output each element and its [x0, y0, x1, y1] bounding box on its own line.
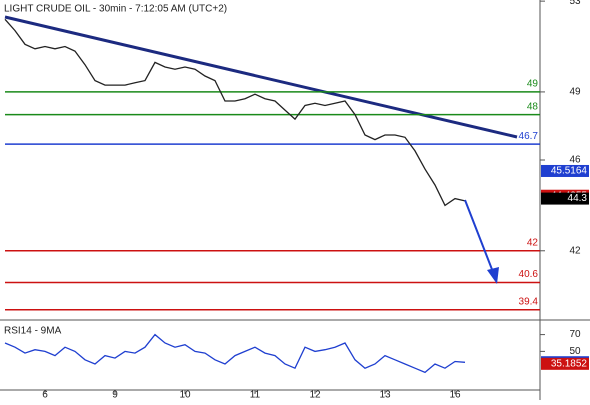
arrow-head [487, 267, 499, 284]
y-tick-label: 50 [569, 346, 581, 357]
y-tick-label: 53 [569, 0, 581, 7]
marks: 53494642494846.74240.639.445.516444.4255… [4, 0, 589, 401]
x-tick-label: 13 [379, 390, 391, 400]
forecast-arrow [464, 199, 494, 273]
level-label: 49 [527, 79, 539, 90]
x-tick-label: 16 [449, 390, 461, 400]
x-tick-label: 12 [309, 390, 321, 400]
level-label: 39.4 [519, 296, 539, 307]
level-label: 40.6 [519, 269, 539, 280]
price-box-label: 44.3 [568, 193, 588, 204]
y-tick-label: 49 [569, 87, 581, 98]
series-line [4, 333, 466, 374]
price-box-label: 45.5164 [551, 166, 588, 177]
trend-line [4, 15, 518, 139]
level-label: 48 [527, 101, 539, 112]
price-box [541, 357, 589, 370]
series-line [4, 18, 466, 207]
rsi-title: RSI14 - 9MA [4, 326, 62, 337]
x-tick-label: 9 [112, 390, 118, 400]
x-tick-label: 11 [250, 390, 261, 400]
x-tick-label: 6 [42, 390, 48, 400]
price-box [541, 192, 589, 205]
x-tick-label: 10 [179, 390, 191, 400]
level-label: 46.7 [519, 131, 539, 142]
y-tick-label: 42 [569, 245, 581, 256]
level-label: 42 [527, 237, 539, 248]
y-tick-label: 46 [569, 155, 581, 166]
y-tick-label: 70 [569, 329, 581, 340]
price-box [541, 164, 589, 177]
chart-title: LIGHT CRUDE OIL - 30min - 7:12:05 AM (UT… [4, 4, 227, 15]
price-box-label: 35.1852 [551, 358, 588, 369]
